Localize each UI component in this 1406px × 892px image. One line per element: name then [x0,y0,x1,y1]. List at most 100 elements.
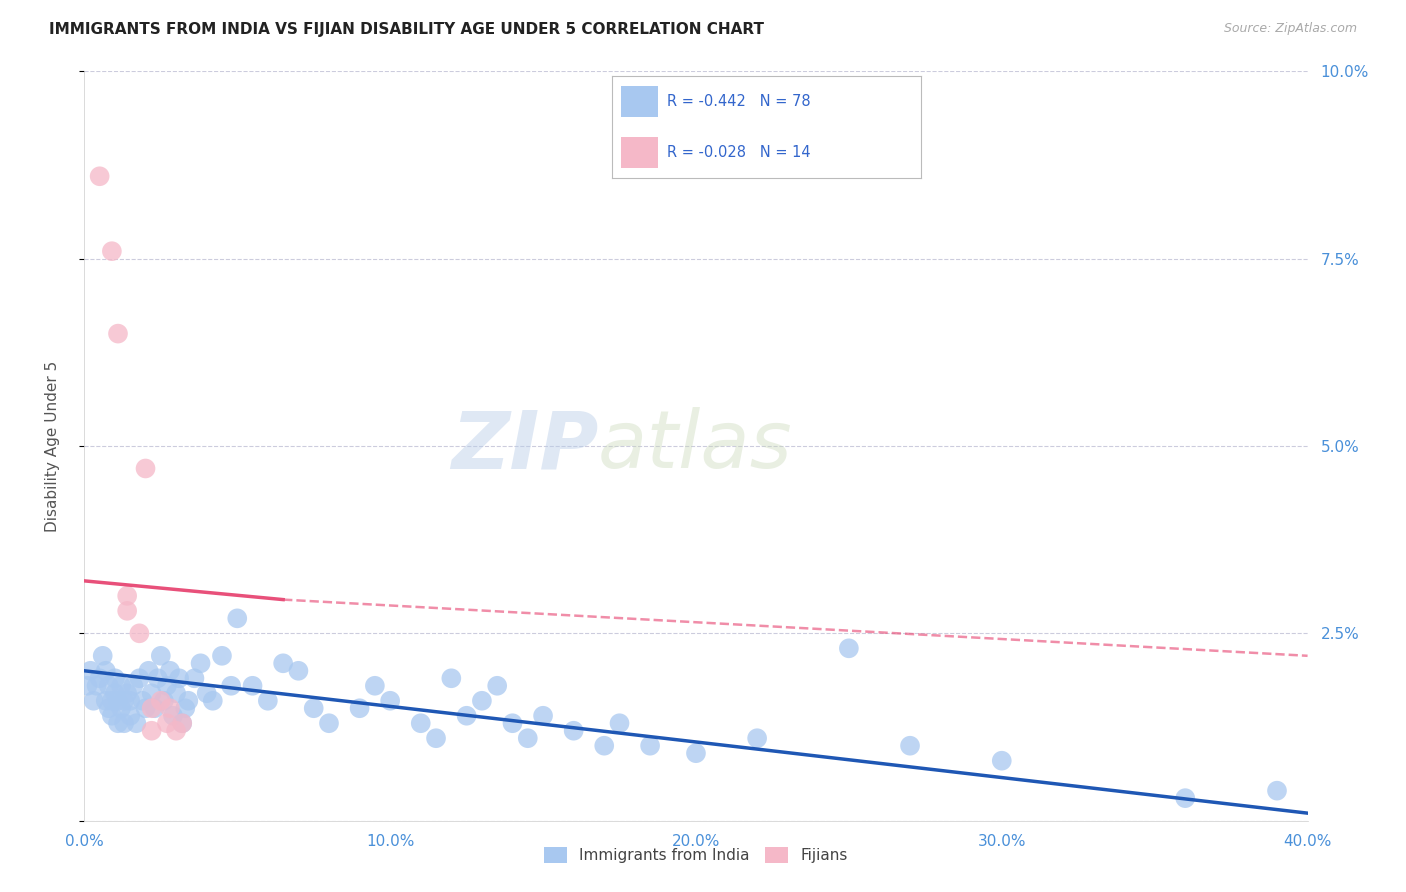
Point [97,701,120,715]
Point [242,679,264,693]
Legend: Immigrants from India, Fijians: Immigrants from India, Fijians [538,841,853,869]
Point [89,671,111,685]
Point [593,739,616,753]
Point [609,716,631,731]
Point [143,701,166,715]
Point [104,686,127,700]
Point [838,641,860,656]
Point [107,326,129,341]
Point [79,664,101,678]
Point [149,694,172,708]
Text: Source: ZipAtlas.com: Source: ZipAtlas.com [1223,22,1357,36]
Point [486,679,509,693]
Point [516,731,538,746]
Point [226,611,249,625]
Point [685,746,707,760]
Point [83,694,105,708]
Point [502,716,524,731]
Point [104,671,127,685]
Point [86,679,108,693]
Point [271,657,294,671]
Point [101,244,124,259]
Point [1265,783,1288,797]
Point [162,708,184,723]
Point [159,664,181,678]
Point [165,686,187,700]
Point [172,716,194,731]
Point [165,723,187,738]
Point [120,708,142,723]
Point [115,686,138,700]
Point [149,648,172,663]
Point [141,686,163,700]
Text: R = -0.442   N = 78: R = -0.442 N = 78 [668,94,811,109]
Point [349,701,371,715]
Point [141,701,163,715]
Point [219,679,242,693]
Point [991,754,1014,768]
Point [257,694,280,708]
Point [135,701,157,715]
Point [183,671,205,685]
Point [91,648,114,663]
Bar [621,87,658,117]
Point [364,679,387,693]
Point [146,671,169,685]
Text: atlas: atlas [598,407,793,485]
Point [107,716,129,731]
Point [425,731,447,746]
Point [131,694,153,708]
Point [380,694,402,708]
Point [898,739,921,753]
Point [97,679,120,693]
Point [174,701,197,715]
Point [177,694,200,708]
Point [110,701,132,715]
Point [156,716,179,731]
Point [135,461,157,475]
Point [107,694,129,708]
Point [156,679,179,693]
Point [112,694,135,708]
Point [211,648,233,663]
Point [110,679,132,693]
Point [440,671,463,685]
Point [318,716,340,731]
Point [115,589,138,603]
Point [409,716,432,731]
Point [638,739,661,753]
Point [167,671,190,685]
Point [302,701,325,715]
Y-axis label: Disability Age Under 5: Disability Age Under 5 [45,360,60,532]
Point [120,694,142,708]
Point [172,716,194,731]
Point [287,664,309,678]
Text: ZIP: ZIP [451,407,598,485]
Point [471,694,494,708]
Point [159,701,181,715]
Point [128,671,150,685]
Point [562,723,585,738]
Point [112,716,135,731]
Text: R = -0.028   N = 14: R = -0.028 N = 14 [668,145,811,161]
Point [115,604,138,618]
Point [141,723,163,738]
Point [190,657,212,671]
Point [122,679,145,693]
Point [94,664,117,678]
Point [125,716,148,731]
Point [531,708,554,723]
Point [747,731,769,746]
Point [1174,791,1197,805]
Point [456,708,478,723]
Point [89,169,111,184]
Point [128,626,150,640]
Point [153,694,176,708]
Point [101,694,124,708]
Point [101,708,124,723]
Point [76,679,98,693]
Point [195,686,218,700]
Point [94,694,117,708]
Point [201,694,224,708]
Text: IMMIGRANTS FROM INDIA VS FIJIAN DISABILITY AGE UNDER 5 CORRELATION CHART: IMMIGRANTS FROM INDIA VS FIJIAN DISABILI… [49,22,765,37]
